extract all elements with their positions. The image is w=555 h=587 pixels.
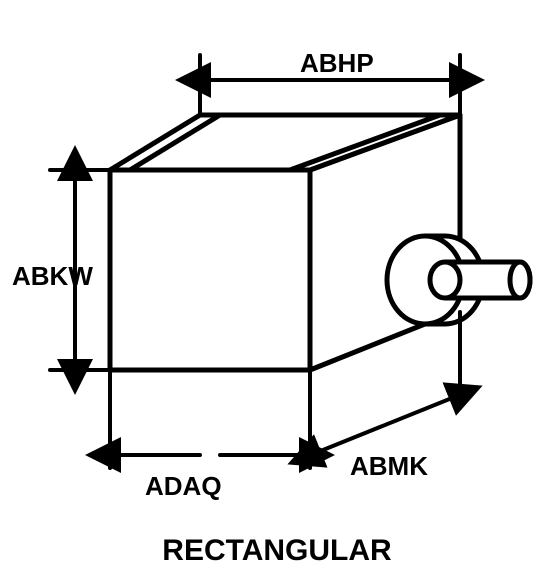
diagram-title: RECTANGULAR — [162, 534, 392, 567]
dim-depth-right-label: ABMK — [350, 451, 428, 481]
box-front-face — [110, 170, 310, 370]
shaft-end-face — [510, 262, 530, 298]
dim-height-label: ABKW — [12, 261, 93, 291]
shaft-near-face — [430, 262, 460, 298]
diagram-canvas: ABKW ABHP ADAQ ABMK RECTANGULAR — [0, 0, 555, 587]
dim-depth-left-label: ADAQ — [145, 471, 222, 501]
dim-dr-line — [318, 398, 452, 452]
dim-top-label: ABHP — [300, 48, 374, 78]
